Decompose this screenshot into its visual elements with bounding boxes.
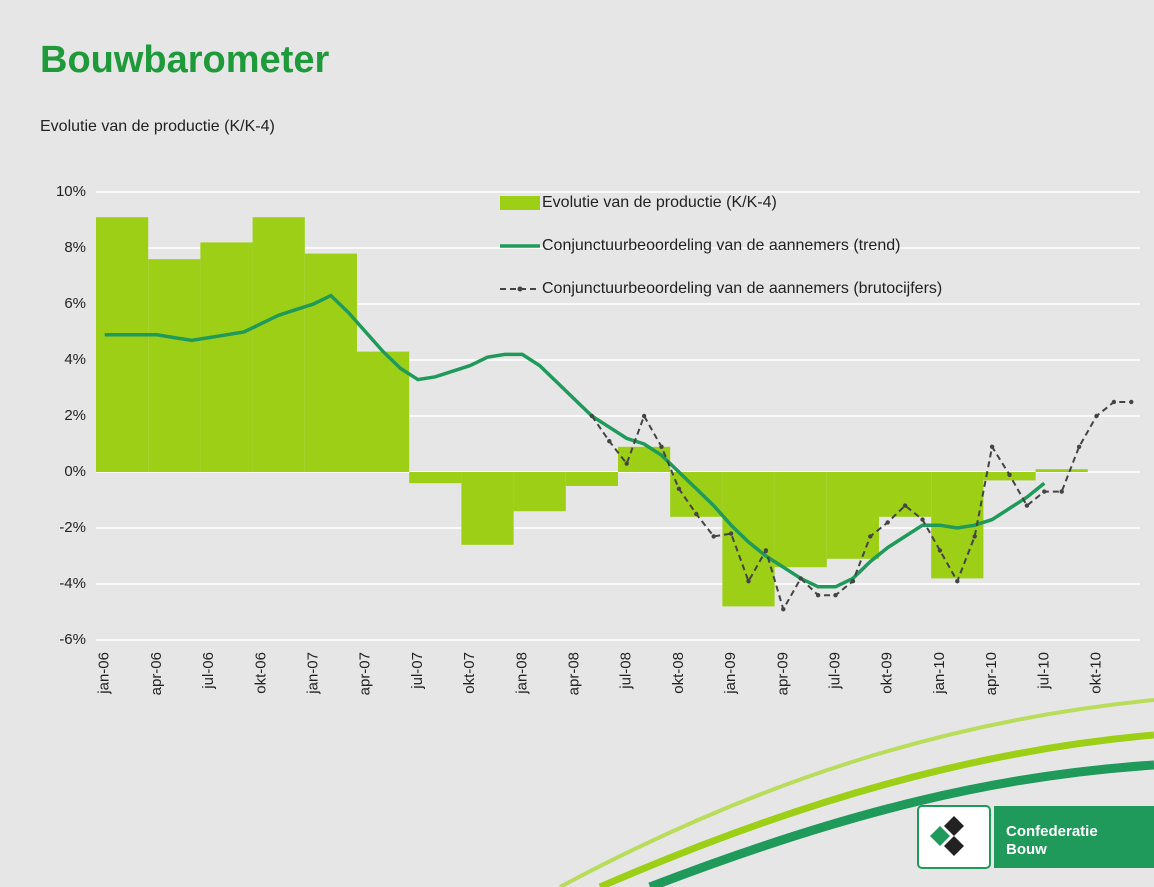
point <box>955 579 959 583</box>
point <box>694 512 698 516</box>
point <box>729 531 733 535</box>
chart: Bouwbarometer Evolutie van de productie … <box>0 0 1154 887</box>
logo: Confederatie Bouw <box>918 806 1154 868</box>
x-tick-label: jul-10 <box>1035 652 1052 690</box>
legend-label: Evolutie van de productie (K/K-4) <box>542 194 777 211</box>
point <box>764 548 768 552</box>
point <box>590 414 594 418</box>
point <box>851 579 855 583</box>
point <box>642 414 646 418</box>
x-tick-label: jul-07 <box>409 652 426 690</box>
legend-label: Conjunctuurbeoordeling van de aannemers … <box>542 237 900 254</box>
bar <box>879 472 931 517</box>
bar <box>461 472 513 545</box>
x-tick-label: jul-06 <box>200 652 217 690</box>
bar <box>409 472 461 483</box>
point <box>712 534 716 538</box>
x-tick-label: jul-09 <box>826 652 843 690</box>
chart-subtitle: Evolutie van de productie (K/K-4) <box>40 118 275 135</box>
point <box>833 593 837 597</box>
x-tick-label: jan-10 <box>931 652 948 695</box>
bar <box>775 472 827 567</box>
x-tick-label: apr-06 <box>148 652 165 695</box>
y-tick-label: -6% <box>59 631 86 648</box>
point <box>1042 489 1046 493</box>
y-tick-label: -4% <box>59 575 86 592</box>
y-tick-label: 10% <box>56 183 86 200</box>
x-tick-label: apr-10 <box>983 652 1000 695</box>
point <box>903 503 907 507</box>
bar <box>566 472 618 486</box>
point <box>990 445 994 449</box>
legend-point <box>518 287 523 292</box>
y-tick-label: 4% <box>64 351 86 368</box>
point <box>625 461 629 465</box>
x-tick-label: apr-08 <box>565 652 582 695</box>
bar <box>722 472 774 606</box>
bar <box>96 217 148 472</box>
point <box>677 487 681 491</box>
point <box>816 593 820 597</box>
x-tick-label: jan-08 <box>513 652 530 695</box>
bar <box>618 447 670 472</box>
bar <box>827 472 879 559</box>
legend-label: Conjunctuurbeoordeling van de aannemers … <box>542 280 942 297</box>
chart-title: Bouwbarometer <box>40 39 329 81</box>
y-tick-label: 6% <box>64 295 86 312</box>
bar <box>514 472 566 511</box>
slide: Bouwbarometer Evolutie van de productie … <box>0 0 1154 887</box>
y-tick-label: 8% <box>64 239 86 256</box>
plot-area: -6% -4% -2% 0% 2% 4% 6% 8% 10% jan-06 apr-06 jul-06… <box>56 183 1140 695</box>
x-tick-label: okt-07 <box>461 652 478 694</box>
point <box>1094 414 1098 418</box>
x-tick-label: okt-10 <box>1087 652 1104 694</box>
x-tick-label: okt-08 <box>670 652 687 694</box>
point <box>746 579 750 583</box>
x-tick-label: jan-06 <box>96 652 113 695</box>
logo-text: Confederatie <box>1006 823 1098 840</box>
y-tick-label: 0% <box>64 463 86 480</box>
logo-text: Bouw <box>1006 841 1047 858</box>
point <box>1129 400 1133 404</box>
y-tick-label: 2% <box>64 407 86 424</box>
point <box>781 607 785 611</box>
bar <box>670 472 722 517</box>
point <box>659 445 663 449</box>
bar <box>148 259 200 472</box>
point <box>868 534 872 538</box>
point <box>799 576 803 580</box>
point <box>886 520 890 524</box>
x-tick-label: okt-06 <box>252 652 269 694</box>
point <box>938 548 942 552</box>
point <box>1077 445 1081 449</box>
point <box>1025 503 1029 507</box>
point <box>920 517 924 521</box>
y-tick-label: -2% <box>59 519 86 536</box>
x-tick-label: apr-07 <box>357 652 374 695</box>
point <box>607 439 611 443</box>
point <box>1112 400 1116 404</box>
bar <box>305 254 357 472</box>
x-tick-label: jan-09 <box>722 652 739 695</box>
x-tick-label: apr-09 <box>774 652 791 695</box>
bar <box>1036 469 1088 472</box>
x-tick-label: okt-09 <box>879 652 896 694</box>
bar <box>253 217 305 472</box>
legend-swatch <box>500 196 540 210</box>
x-tick-label: jul-08 <box>618 652 635 690</box>
x-tick-label: jan-07 <box>304 652 321 695</box>
point <box>973 534 977 538</box>
point <box>1060 489 1064 493</box>
bar <box>200 242 252 472</box>
point <box>1007 473 1011 477</box>
